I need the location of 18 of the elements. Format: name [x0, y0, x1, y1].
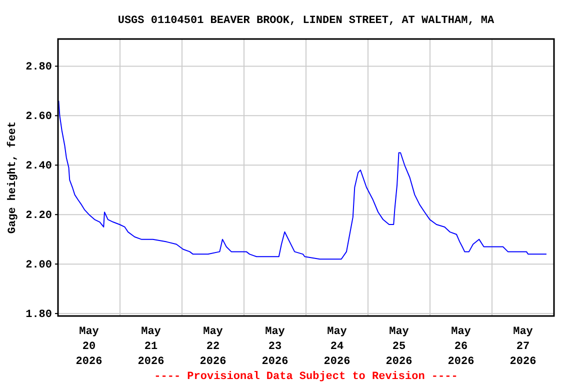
- chart-title: USGS 01104501 BEAVER BROOK, LINDEN STREET, AT WALTHAM, MA: [118, 15, 495, 27]
- y-tick-label: 2.40: [26, 160, 52, 173]
- y-tick-label: 2.80: [26, 62, 52, 74]
- text: ---- Provisional Data Subject to Revision ----: [154, 371, 458, 383]
- x-tick-label: May 21 2026: [138, 326, 164, 368]
- x-tick-label: May 22 2026: [200, 326, 226, 368]
- x-tick-label: May 26 2026: [448, 326, 474, 368]
- y-tick-label: 2.00: [26, 260, 52, 272]
- x-tick-label: May 23 2026: [262, 326, 288, 368]
- y-axis-title: Gage height, feet: [6, 121, 19, 234]
- y-tick-label: 2.20: [26, 210, 52, 222]
- x-tick-label: May 27 2026: [510, 326, 536, 368]
- y-tick-label: 1.80: [26, 309, 52, 322]
- y-tick-label: 2.60: [26, 111, 52, 124]
- x-tick-label: May 20 2026: [76, 326, 102, 368]
- x-tick-label: May 25 2026: [386, 326, 412, 368]
- line-series: [58, 100, 547, 260]
- x-tick-label: May 24 2026: [324, 326, 350, 368]
